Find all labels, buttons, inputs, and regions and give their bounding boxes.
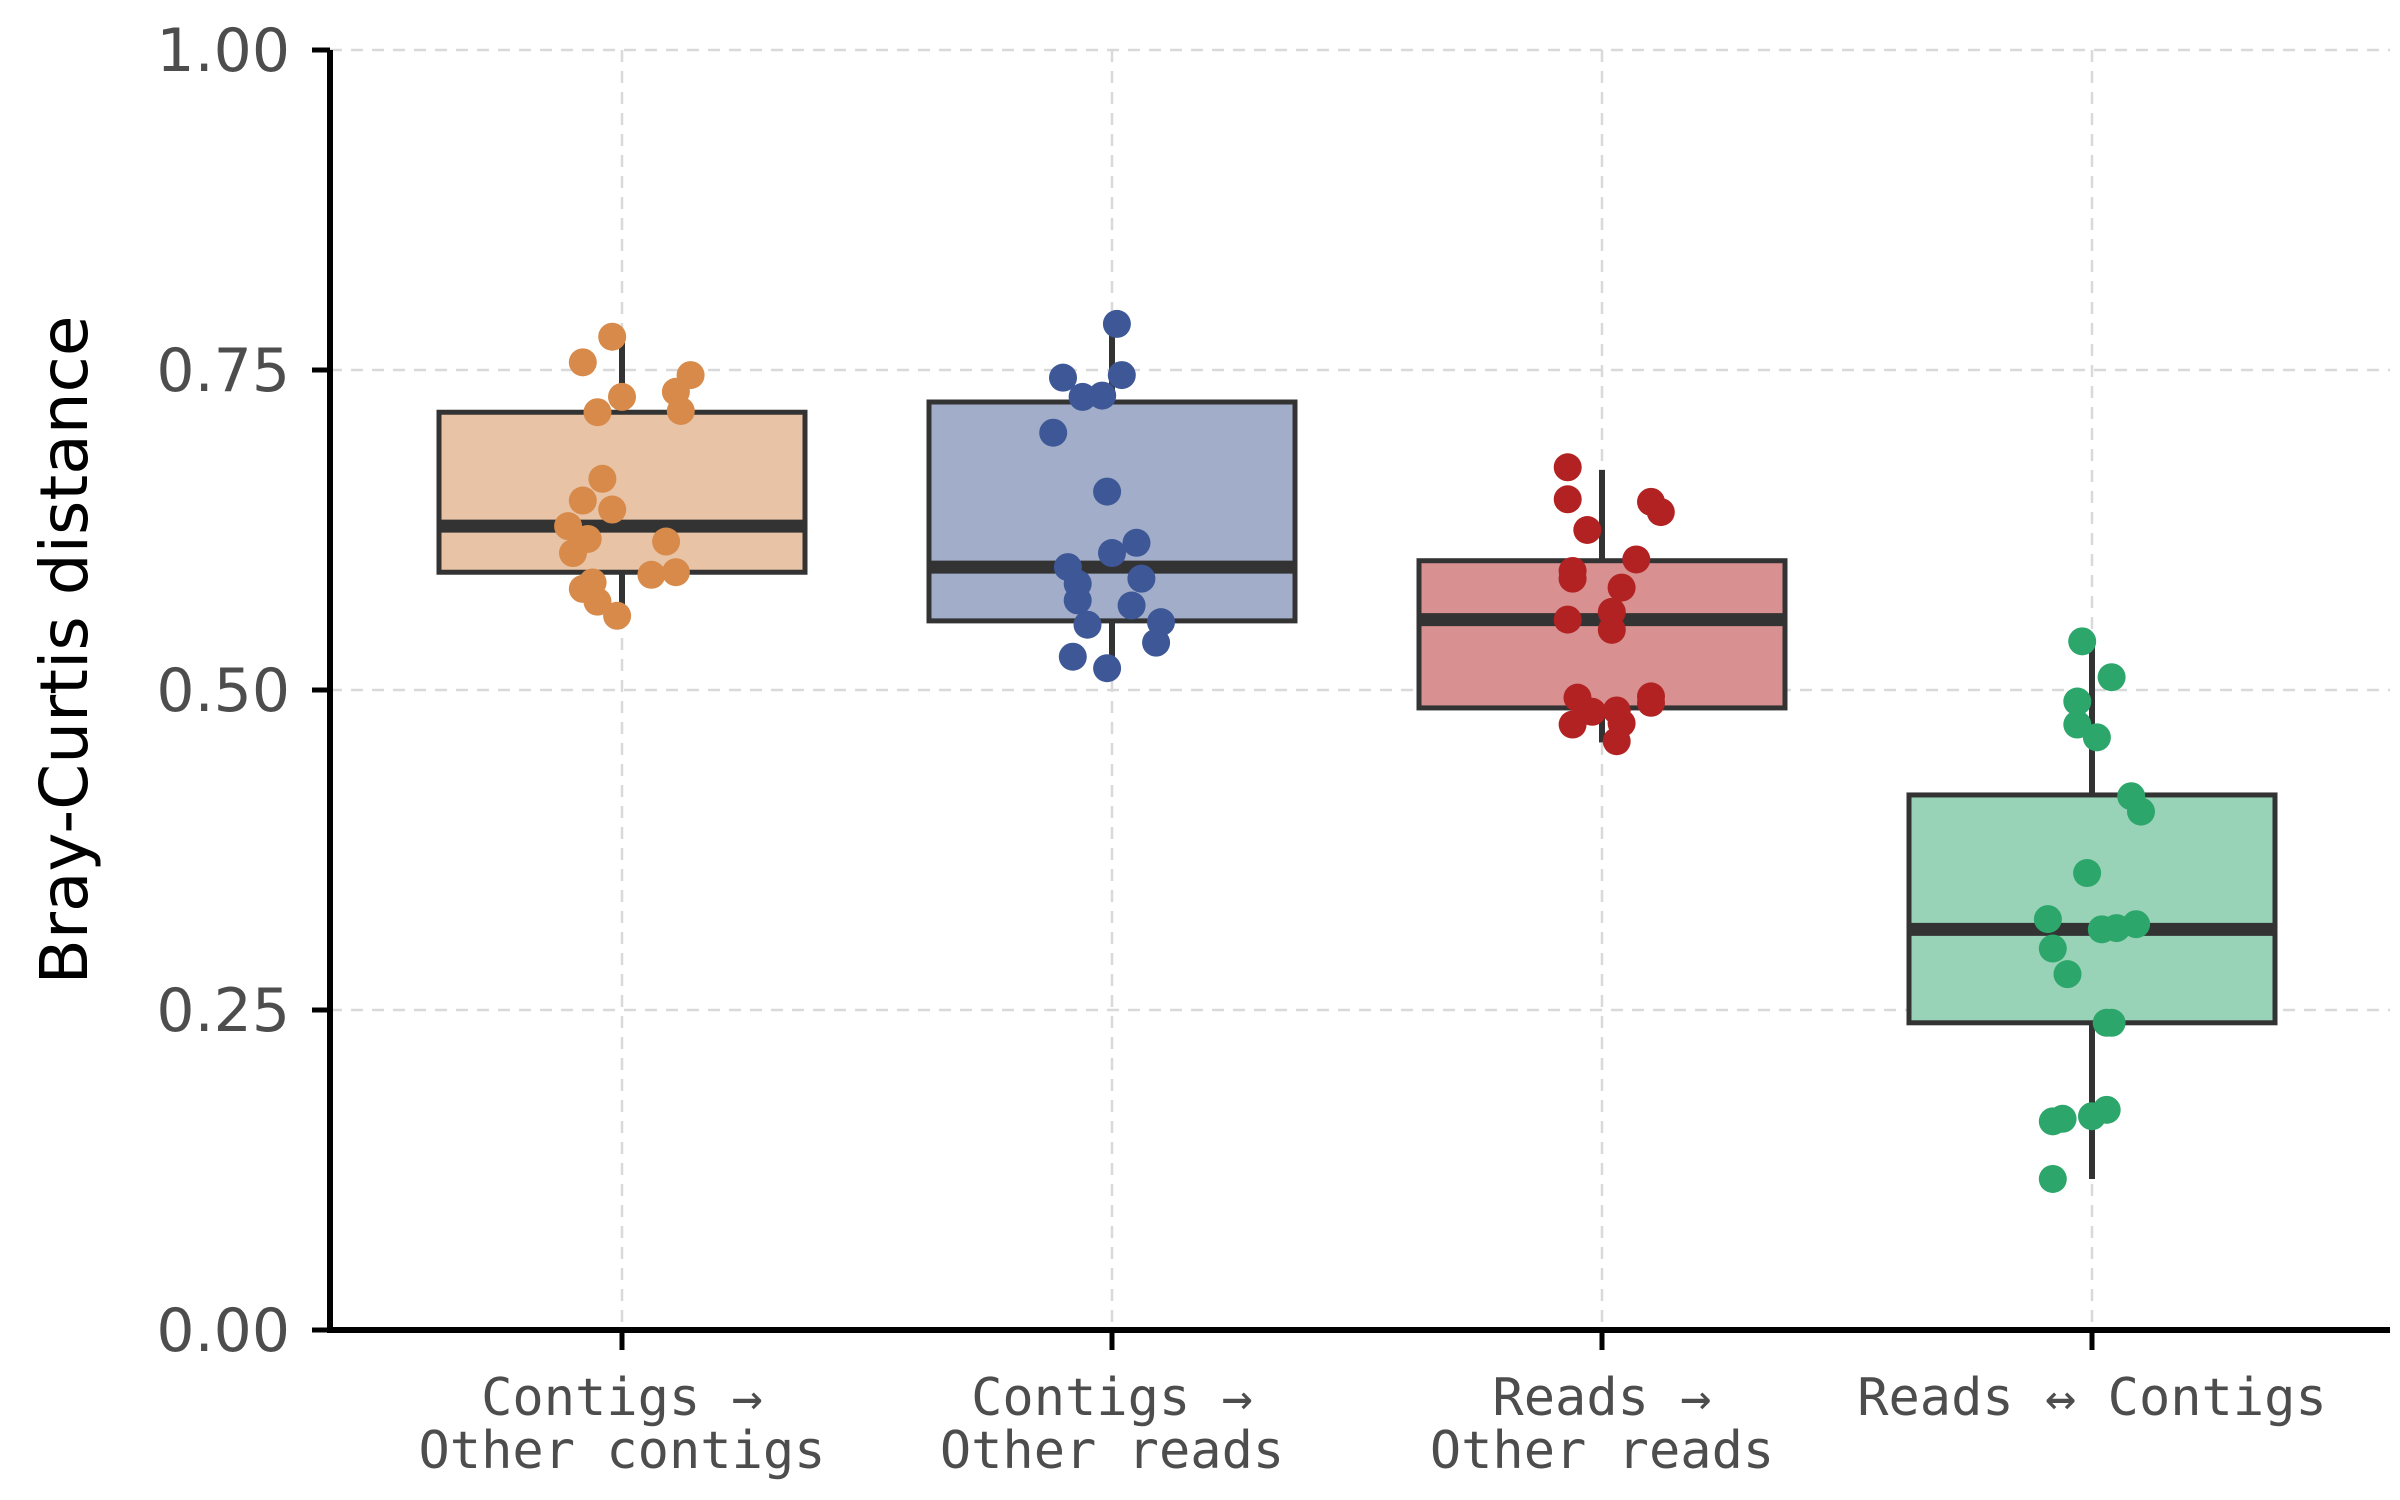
data-point bbox=[603, 601, 632, 630]
y-tick-label: 0.50 bbox=[156, 656, 290, 726]
data-point bbox=[1058, 642, 1087, 671]
data-point bbox=[2127, 797, 2155, 826]
data-point bbox=[2097, 663, 2126, 692]
data-point bbox=[2038, 1107, 2067, 1136]
data-point bbox=[2102, 914, 2131, 943]
data-point bbox=[588, 464, 617, 493]
data-point bbox=[1597, 615, 1626, 644]
data-point bbox=[1088, 381, 1117, 410]
data-point bbox=[2038, 1164, 2067, 1193]
data-point bbox=[2038, 934, 2067, 963]
x-tick-label-line1: Contigs → bbox=[971, 1368, 1253, 1428]
box-3 bbox=[1416, 453, 1788, 756]
data-point bbox=[666, 396, 695, 425]
data-point bbox=[1607, 573, 1636, 602]
data-point bbox=[1039, 418, 1068, 447]
data-point bbox=[583, 587, 612, 616]
data-point bbox=[2063, 687, 2092, 716]
data-point bbox=[559, 539, 587, 568]
x-tick-label-line1: Reads ↔ Contigs bbox=[1857, 1368, 2327, 1428]
data-point bbox=[608, 382, 636, 411]
data-point bbox=[1553, 453, 1582, 482]
data-point bbox=[2082, 723, 2111, 752]
data-point bbox=[1622, 545, 1651, 574]
y-tick-label: 0.75 bbox=[156, 336, 290, 406]
data-point bbox=[1073, 610, 1102, 639]
data-point bbox=[568, 486, 597, 515]
data-point bbox=[583, 398, 612, 427]
data-point bbox=[1637, 688, 1665, 717]
data-point bbox=[2092, 1008, 2121, 1037]
box-2 bbox=[926, 309, 1298, 683]
data-point bbox=[1098, 539, 1126, 568]
data-point bbox=[2078, 1102, 2106, 1131]
data-point bbox=[598, 322, 627, 351]
x-tick-label-line2: Other reads bbox=[940, 1421, 1284, 1481]
y-axis-label: Bray-Curtis distance bbox=[26, 316, 103, 985]
data-point bbox=[1093, 654, 1122, 683]
x-tick-label-line2: Other contigs bbox=[419, 1421, 826, 1481]
data-point bbox=[2068, 627, 2097, 656]
data-point bbox=[637, 560, 666, 589]
data-point bbox=[1049, 363, 1077, 392]
data-point bbox=[568, 348, 597, 377]
data-point bbox=[1558, 564, 1587, 593]
data-point bbox=[1117, 591, 1146, 620]
data-point bbox=[1553, 485, 1582, 514]
box-plot-series bbox=[436, 309, 2278, 1193]
data-point bbox=[2053, 960, 2082, 989]
box-4 bbox=[1906, 627, 2278, 1193]
box-iqr bbox=[436, 409, 808, 575]
data-point bbox=[1063, 586, 1092, 615]
data-point bbox=[1573, 516, 1602, 544]
data-point bbox=[1122, 528, 1151, 557]
data-point bbox=[652, 527, 681, 556]
y-tick-label: 1.00 bbox=[156, 16, 290, 86]
x-tick-label-line1: Contigs → bbox=[481, 1368, 763, 1428]
box-1 bbox=[436, 322, 808, 630]
data-point bbox=[1102, 309, 1131, 338]
x-tick-label-line1: Reads → bbox=[1492, 1368, 1711, 1428]
y-tick-label: 0.25 bbox=[156, 976, 290, 1046]
data-point bbox=[1602, 727, 1631, 756]
box-iqr bbox=[1906, 792, 2278, 1026]
x-tick-label-line2: Other reads bbox=[1430, 1421, 1774, 1481]
box-iqr bbox=[926, 399, 1298, 624]
data-point bbox=[1093, 477, 1122, 506]
data-point bbox=[1558, 710, 1587, 739]
y-tick-label: 0.00 bbox=[156, 1296, 290, 1366]
data-point bbox=[1553, 605, 1582, 634]
data-point bbox=[661, 558, 690, 587]
data-point bbox=[1127, 564, 1156, 593]
data-point bbox=[1107, 361, 1136, 390]
data-point bbox=[1646, 498, 1675, 527]
data-point bbox=[2073, 859, 2102, 888]
data-point bbox=[2033, 905, 2062, 934]
data-point bbox=[1142, 628, 1171, 657]
data-point bbox=[598, 495, 627, 524]
